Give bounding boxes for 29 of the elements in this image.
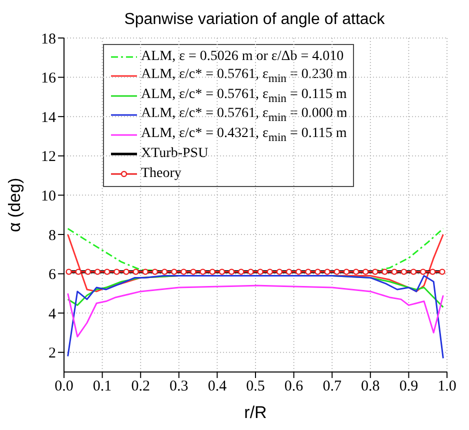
y-tick-label: 16 [41,70,56,87]
chart-title: Spanwise variation of angle of attack [123,10,386,30]
x-tick-label: 0.4 [208,378,228,395]
x-tick-label: 0.9 [399,378,418,395]
y-axis-title: α (deg) [5,178,24,232]
legend-label: ALM, ε = 0.5026 m or ε/Δb = 4.010 [141,48,344,65]
y-tick-label: 2 [48,346,56,362]
y-tick-label: 14 [41,110,56,126]
y-tick-label: 10 [41,188,56,204]
x-axis-title: r/R [244,403,267,422]
x-tick-label: 0.5 [246,378,265,395]
x-tick-label: 1.0 [438,378,456,395]
x-tick-label: 0.0 [54,378,74,395]
x-tick-label: 0.7 [322,378,342,395]
x-tick-label: 0.6 [284,378,304,395]
y-tick-label: 8 [48,228,56,244]
y-tick-label: 4 [48,306,56,322]
legend-label: Theory [141,166,182,182]
y-tick-label: 6 [48,267,56,284]
legend-label: ALM, ε/c* = 0.4321, ε$_{min}$ = 0.115 m [141,126,347,144]
x-tick-label: 0.1 [92,378,112,395]
line-series [67,284,444,338]
legend-label: ALM, ε/c* = 0.5761, ε$_{min}$ = 0.115 m [141,86,347,105]
y-tick-label: 18 [41,31,56,48]
x-tick-label: 0.8 [361,378,380,395]
x-tick-label: 0.3 [170,378,188,395]
y-tick-label: 12 [41,149,56,166]
legend-label: XTurb-PSU [141,146,208,162]
x-tick-label: 0.2 [131,378,150,395]
